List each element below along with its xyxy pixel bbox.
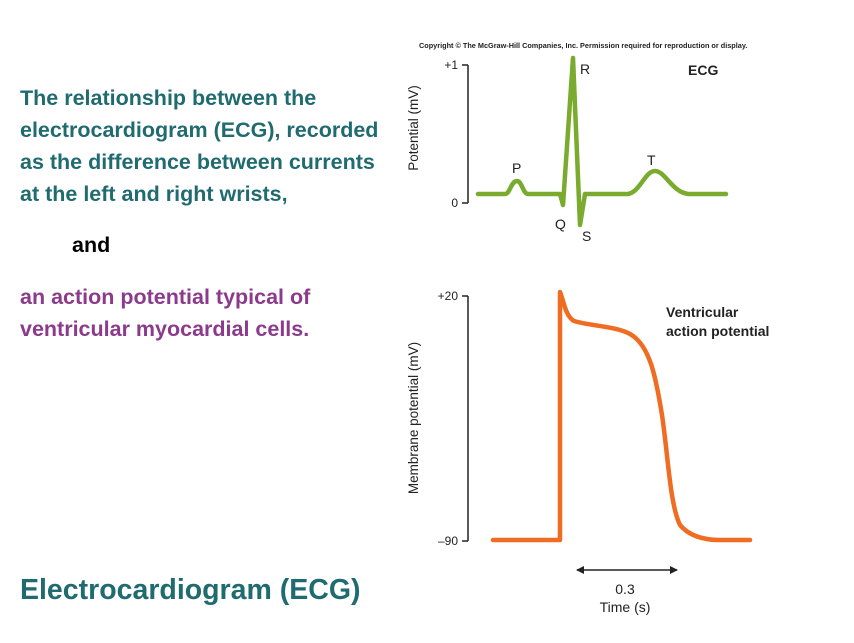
- ecg-y-axis-label: Potential (mV): [406, 85, 421, 171]
- ap-y-top-label: +20: [438, 289, 459, 303]
- ap-y-axis-label: Membrane potential (mV): [406, 342, 421, 494]
- ecg-y-bottom-label: 0: [451, 196, 458, 210]
- ecg-panel: +1 0 Potential (mV) ECG P R Q S T: [406, 55, 729, 244]
- ap-title-line2: action potential: [666, 323, 769, 339]
- ecg-trace: [475, 55, 729, 228]
- ap-y-bottom-label: –90: [438, 534, 458, 548]
- slide-title: Electrocardiogram (ECG): [20, 574, 361, 606]
- ecg-label-t: T: [647, 152, 656, 168]
- action-potential-panel: +20 –90 Membrane potential (mV) Ventricu…: [406, 289, 769, 548]
- ecg-label-p: P: [512, 160, 521, 176]
- ecg-title: ECG: [688, 62, 718, 78]
- time-scale-value: 0.3: [615, 581, 635, 597]
- ecg-description: The relationship between the electrocard…: [20, 86, 379, 206]
- action-potential-description: an action potential typical of ventricul…: [20, 285, 311, 341]
- time-scale-label: Time (s): [600, 599, 651, 615]
- ecg-label-q: Q: [555, 216, 566, 232]
- ecg-label-r: R: [580, 61, 590, 77]
- time-scale-bar: 0.3 Time (s): [576, 566, 678, 615]
- ecg-y-top-label: +1: [444, 58, 458, 72]
- description-text: The relationship between the electrocard…: [20, 82, 392, 345]
- copyright-notice: Copyright © The McGraw-Hill Companies, I…: [419, 41, 748, 50]
- connector-and: and: [72, 233, 111, 257]
- action-potential-trace: [490, 289, 753, 543]
- ap-title-line1: Ventricular: [666, 304, 739, 320]
- ecg-label-s: S: [582, 228, 591, 244]
